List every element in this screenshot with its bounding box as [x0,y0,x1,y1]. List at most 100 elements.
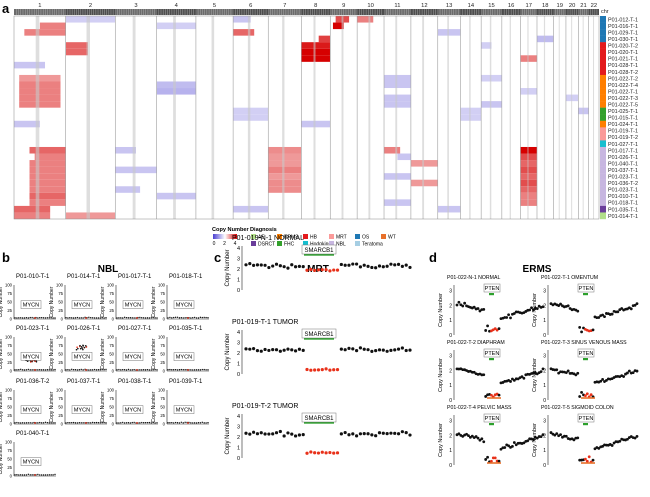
mycn-label-box [173,405,195,414]
nbl-y-tick-label: 50 [7,352,12,357]
nbl-y-tick-label: 25 [109,308,114,313]
mrt-y-tick-label: 3 [237,341,240,347]
mycn-label-box [20,300,42,309]
chromosome-label: 13 [446,3,452,9]
erms-data-point [616,310,620,314]
erms-data-point [528,308,532,312]
nbl-data-point [78,422,81,424]
erms-y-tick-label: 2 [543,433,546,439]
nbl-data-point [120,369,122,371]
nbl-data-point [80,317,82,319]
erms-data-point [603,315,606,319]
chromosome-label: 7 [283,3,286,9]
nbl-data-point [50,422,52,424]
sample-label: P01-016-T-1 [608,24,638,30]
erms-data-point [566,304,570,308]
mrt-data-point [339,262,343,267]
diagnosis-legend-swatch [355,241,360,246]
nbl-data-point [193,316,196,319]
mrt-y-axis-label: Copy Number [225,417,231,454]
nbl-y-tick-label: 0 [163,369,166,374]
diagnosis-legend-swatch [329,241,334,246]
heatmap-cell [233,16,251,23]
diagnosis-legend-swatch [303,241,308,246]
pten-label-box [483,413,501,423]
mrt-data-point [248,432,252,436]
centromere-band [527,16,529,219]
diagnosis-strip-cell [600,146,606,154]
chromosome-header-block [460,9,482,15]
nbl-amplified-point [79,344,81,347]
mrt-data-point [293,434,298,438]
mrt-data-point [385,349,389,353]
nbl-data-point [205,316,207,319]
smarcb1-gene-bar [304,421,334,424]
heatmap-cell [520,179,537,187]
nbl-amplified-point [83,346,86,349]
mrt-data-point [263,432,267,436]
heatmap-cell [384,94,411,102]
heatmap-cell [29,160,66,167]
nbl-data-point [105,317,107,319]
heatmap-cell [19,88,61,95]
mycn-label: MYCN [176,303,192,309]
nbl-data-point [182,422,184,424]
erms-data-point [470,434,474,438]
nbl-data-point [199,316,202,319]
nbl-data-point [97,369,100,371]
erms-data-point [620,307,624,310]
nbl-data-point [122,421,124,424]
nbl-data-point [21,317,24,319]
heatmap-cell [520,146,537,154]
nbl-sample-title: P01-036-T-2 [16,379,50,385]
centromere-band [282,16,285,219]
nbl-data-point [99,422,101,424]
mrt-sample-title: P01-019-T-2 TUMOR [232,403,298,410]
nbl-data-point [65,422,67,424]
nbl-data-point [169,316,171,319]
nbl-data-point [148,317,151,319]
mrt-data-point [301,348,305,352]
nbl-y-tick-label: 75 [160,396,165,401]
mrt-data-point [362,347,366,351]
erms-data-point [539,370,543,374]
erms-data-point [490,393,493,397]
nbl-y-axis-label: Copy Number [100,391,106,422]
chromosome-label: 21 [580,3,586,9]
nbl-data-point [133,368,135,371]
heatmap-cell [481,74,502,82]
sample-label: P01-026-T-1 [608,155,638,161]
nbl-data-point [80,368,82,371]
diagnosis-strip-cell [600,61,606,69]
nbl-data-point [180,421,183,424]
mrt-data-point [355,434,359,438]
mrt-data-point [293,265,298,269]
nbl-y-tick-label: 0 [10,317,13,322]
nbl-data-point [50,369,52,371]
mrt-panel: MRT P01-019-N-1 NORMAL Copy Number 0 1 2 3 4 SMA… [225,235,412,462]
mrt-data-point [335,268,340,272]
nbl-data-point [150,422,152,424]
erms-data-point [580,330,583,334]
mycn-label: MYCN [125,303,141,309]
nbl-data-point [97,317,100,319]
erms-data-point [484,395,488,398]
nbl-data-point [116,369,118,371]
nbl-y-tick-label: 100 [5,388,13,393]
nbl-sample-title: P01-035-T-1 [169,326,203,332]
nbl-data-point [203,368,205,371]
mrt-data-point [282,434,286,438]
nbl-y-tick-label: 25 [7,413,12,418]
nbl-data-point [52,369,54,371]
erms-sample-title: P01-022-T-3 SINUS VENOUS MASS [541,340,627,346]
diagnosis-strip-cell [600,16,606,23]
nbl-data-point [195,369,198,371]
chr-axis-label: chr [601,9,609,15]
nbl-data-point [123,422,126,424]
nbl-data-point [133,317,135,319]
diagnosis-legend-label: MRT [336,235,347,241]
sample-label: P01-040-T-1 [608,161,638,167]
diagnosis-strip-cell [600,48,606,56]
centromere-band [211,16,215,219]
nbl-data-point [171,317,173,319]
